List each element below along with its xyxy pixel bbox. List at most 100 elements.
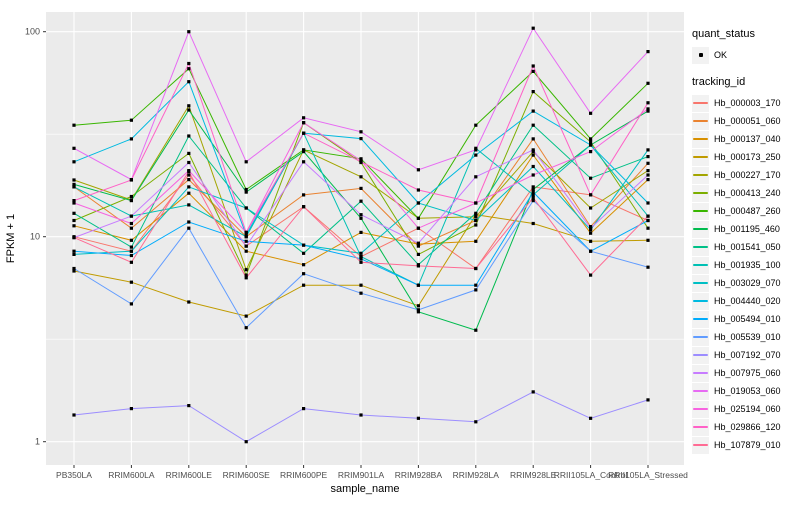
data-point bbox=[646, 173, 650, 177]
data-point bbox=[187, 160, 191, 165]
data-point bbox=[589, 239, 593, 243]
data-point bbox=[474, 211, 478, 215]
x-tick-label: PB350LA bbox=[56, 470, 92, 480]
legend-key bbox=[692, 436, 709, 454]
y-tick-label: 10 bbox=[30, 232, 40, 242]
data-point bbox=[416, 226, 420, 230]
data-point bbox=[359, 251, 363, 255]
x-tick-label: RRIM600PE bbox=[280, 470, 328, 480]
data-point bbox=[72, 266, 76, 271]
data-point bbox=[474, 153, 478, 157]
data-point bbox=[359, 257, 363, 261]
data-point bbox=[416, 241, 420, 245]
legend-item-Hb_001935_100: Hb_001935_100 bbox=[692, 256, 798, 274]
data-point bbox=[244, 314, 248, 318]
data-point bbox=[416, 188, 420, 192]
legend-item-label: Hb_000137_040 bbox=[714, 134, 781, 144]
data-point bbox=[129, 253, 133, 258]
legend-item-Hb_000137_040: Hb_000137_040 bbox=[692, 130, 798, 148]
legend-gap bbox=[692, 64, 798, 76]
data-point bbox=[72, 236, 76, 240]
data-point bbox=[72, 224, 76, 228]
data-point bbox=[589, 226, 593, 230]
x-tick-label: RRIM928BA bbox=[395, 470, 443, 480]
line-swatch-icon bbox=[693, 318, 708, 320]
data-point bbox=[531, 196, 535, 200]
data-point bbox=[244, 233, 248, 237]
x-tick-label: RRIM600SE bbox=[223, 470, 271, 480]
quant-status-item: OK bbox=[692, 46, 798, 64]
line-swatch-icon bbox=[693, 300, 708, 302]
data-point bbox=[359, 291, 363, 295]
legend-item-label: Hb_029866_120 bbox=[714, 422, 781, 432]
data-point bbox=[646, 178, 650, 182]
data-point bbox=[72, 252, 76, 256]
legend-item-Hb_107879_010: Hb_107879_010 bbox=[692, 436, 798, 454]
data-point bbox=[531, 193, 535, 197]
legend-key bbox=[692, 274, 709, 292]
data-point bbox=[359, 283, 363, 287]
data-point bbox=[72, 182, 76, 186]
data-point bbox=[72, 249, 76, 253]
line-swatch-icon bbox=[693, 102, 708, 104]
data-point bbox=[474, 420, 478, 424]
x-tick-label: RRIM928LA bbox=[453, 470, 500, 480]
data-point bbox=[589, 137, 593, 141]
data-point bbox=[129, 214, 133, 218]
data-point bbox=[646, 155, 650, 159]
legend-item-Hb_005494_010: Hb_005494_010 bbox=[692, 310, 798, 328]
x-tick-label: RRII105LA_Control bbox=[554, 470, 628, 480]
legend-key bbox=[692, 238, 709, 256]
line-swatch-icon bbox=[693, 264, 708, 266]
data-point bbox=[416, 201, 420, 205]
data-point bbox=[474, 123, 478, 127]
line-swatch-icon bbox=[693, 354, 708, 356]
data-point bbox=[359, 255, 363, 259]
data-point bbox=[244, 249, 248, 253]
data-point bbox=[531, 123, 535, 127]
data-point bbox=[302, 243, 306, 247]
data-point bbox=[416, 252, 420, 256]
legend-item-label: Hb_000051_060 bbox=[714, 116, 781, 126]
axes: 1 10 100 PB350LA RRIM600LA RRIM600LE RRIM600SE… bbox=[25, 27, 688, 480]
legend-key bbox=[692, 256, 709, 274]
data-point bbox=[359, 260, 363, 264]
quant-status-label: OK bbox=[714, 50, 728, 60]
data-point bbox=[129, 178, 133, 182]
data-point bbox=[646, 109, 650, 113]
data-point bbox=[244, 230, 248, 234]
data-point bbox=[531, 137, 535, 141]
data-point bbox=[187, 104, 191, 108]
data-point bbox=[129, 226, 133, 230]
data-point bbox=[416, 264, 420, 268]
legend-item-Hb_000173_250: Hb_000173_250 bbox=[692, 148, 798, 166]
data-point bbox=[129, 194, 133, 199]
data-point bbox=[187, 220, 191, 224]
data-point bbox=[359, 199, 363, 203]
quant-status-title: quant_status bbox=[692, 28, 755, 40]
legend-item-label: Hb_007192_070 bbox=[714, 350, 781, 360]
data-point bbox=[416, 283, 420, 287]
legend-key bbox=[692, 418, 709, 436]
line-swatch-icon bbox=[693, 282, 708, 284]
data-point bbox=[302, 131, 306, 135]
legend-item-label: Hb_005494_010 bbox=[714, 314, 781, 324]
legend-key bbox=[692, 148, 709, 166]
legend-key bbox=[692, 46, 709, 64]
data-point bbox=[646, 238, 650, 242]
legend-key bbox=[692, 202, 709, 220]
data-point bbox=[187, 169, 191, 174]
legend-item-Hb_004440_020: Hb_004440_020 bbox=[692, 292, 798, 310]
data-point bbox=[589, 416, 593, 420]
data-point bbox=[474, 148, 478, 152]
data-point bbox=[359, 160, 363, 164]
data-point bbox=[359, 130, 363, 134]
data-point bbox=[531, 64, 535, 68]
data-point bbox=[129, 260, 133, 264]
data-point bbox=[302, 150, 306, 154]
data-point bbox=[359, 157, 363, 161]
data-point bbox=[646, 148, 650, 152]
line-swatch-icon bbox=[693, 408, 708, 410]
data-point bbox=[244, 268, 248, 272]
